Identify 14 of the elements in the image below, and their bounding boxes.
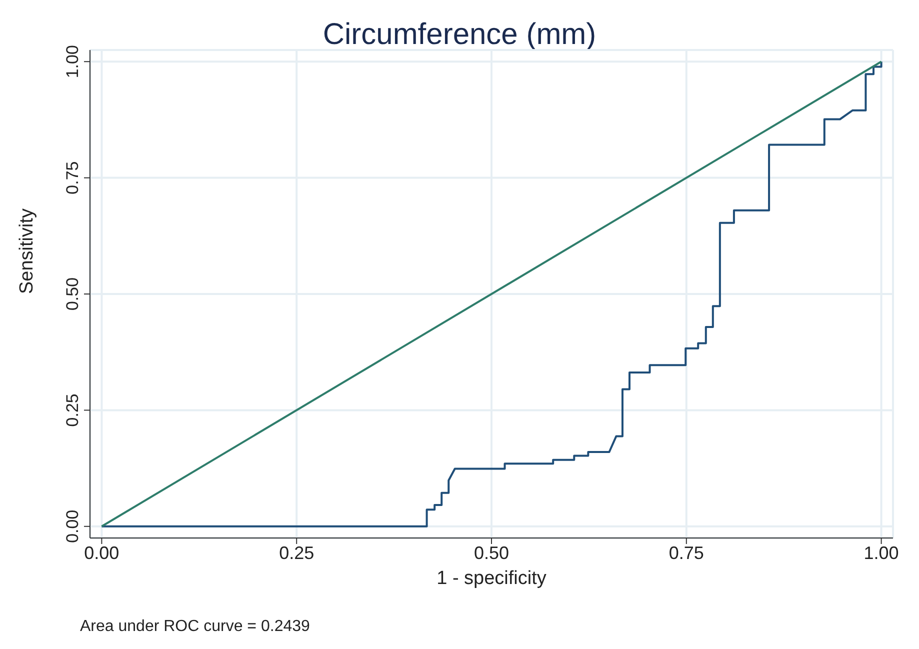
y-tick-label: 1.00: [63, 45, 82, 78]
x-tick-label: 0.75: [668, 542, 704, 563]
x-tick-label: 0.00: [84, 542, 120, 563]
x-tick-label: 0.50: [474, 542, 510, 563]
y-tick-label: 0.25: [63, 394, 82, 427]
text: Area under ROC curve = 0.2439: [80, 618, 310, 636]
x-tick-label: 1.00: [864, 542, 899, 563]
y-tick-label: 0.75: [63, 161, 82, 194]
x-axis-title: 1 - specificity: [436, 568, 547, 589]
line-series: [100, 60, 882, 528]
y-axis-title: Sensitivity: [16, 208, 38, 294]
chart-title: Circumference (mm): [322, 18, 596, 51]
x-tick-label: 0.25: [279, 542, 314, 563]
y-tick-label: 0.50: [63, 277, 82, 311]
